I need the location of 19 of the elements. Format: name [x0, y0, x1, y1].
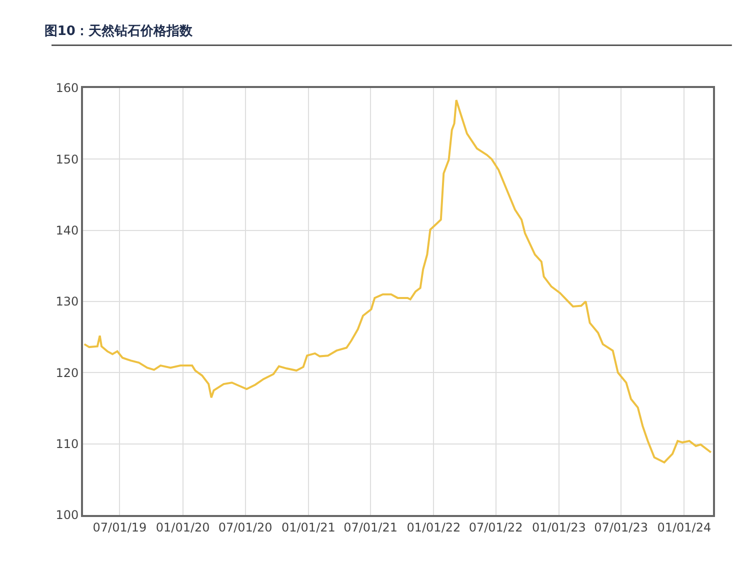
y-tick-label: 120: [56, 366, 79, 380]
y-tick-label: 130: [56, 294, 79, 309]
y-tick-label: 100: [56, 508, 79, 522]
y-tick-label: 140: [56, 224, 79, 238]
x-tick-label: 07/01/22: [468, 520, 523, 534]
line-series: [83, 99, 712, 464]
chart-title: 图10：天然钻石价格指数: [44, 24, 194, 40]
x-tick-label: 07/01/19: [92, 520, 147, 534]
x-tick-label: 01/01/20: [156, 520, 210, 534]
x-tick-label: 01/01/23: [532, 520, 586, 534]
y-tick-label: 160: [56, 81, 79, 96]
x-tick-label: 07/01/21: [344, 520, 398, 534]
x-tick-label: 01/01/22: [406, 520, 461, 534]
x-tick-label: 01/01/24: [657, 520, 712, 534]
x-tick-label: 07/01/23: [594, 520, 648, 534]
y-tick-label: 150: [56, 152, 79, 166]
x-tick-label: 07/01/20: [218, 520, 272, 534]
y-tick-label: 110: [56, 437, 79, 452]
x-tick-label: 01/01/21: [281, 520, 336, 534]
